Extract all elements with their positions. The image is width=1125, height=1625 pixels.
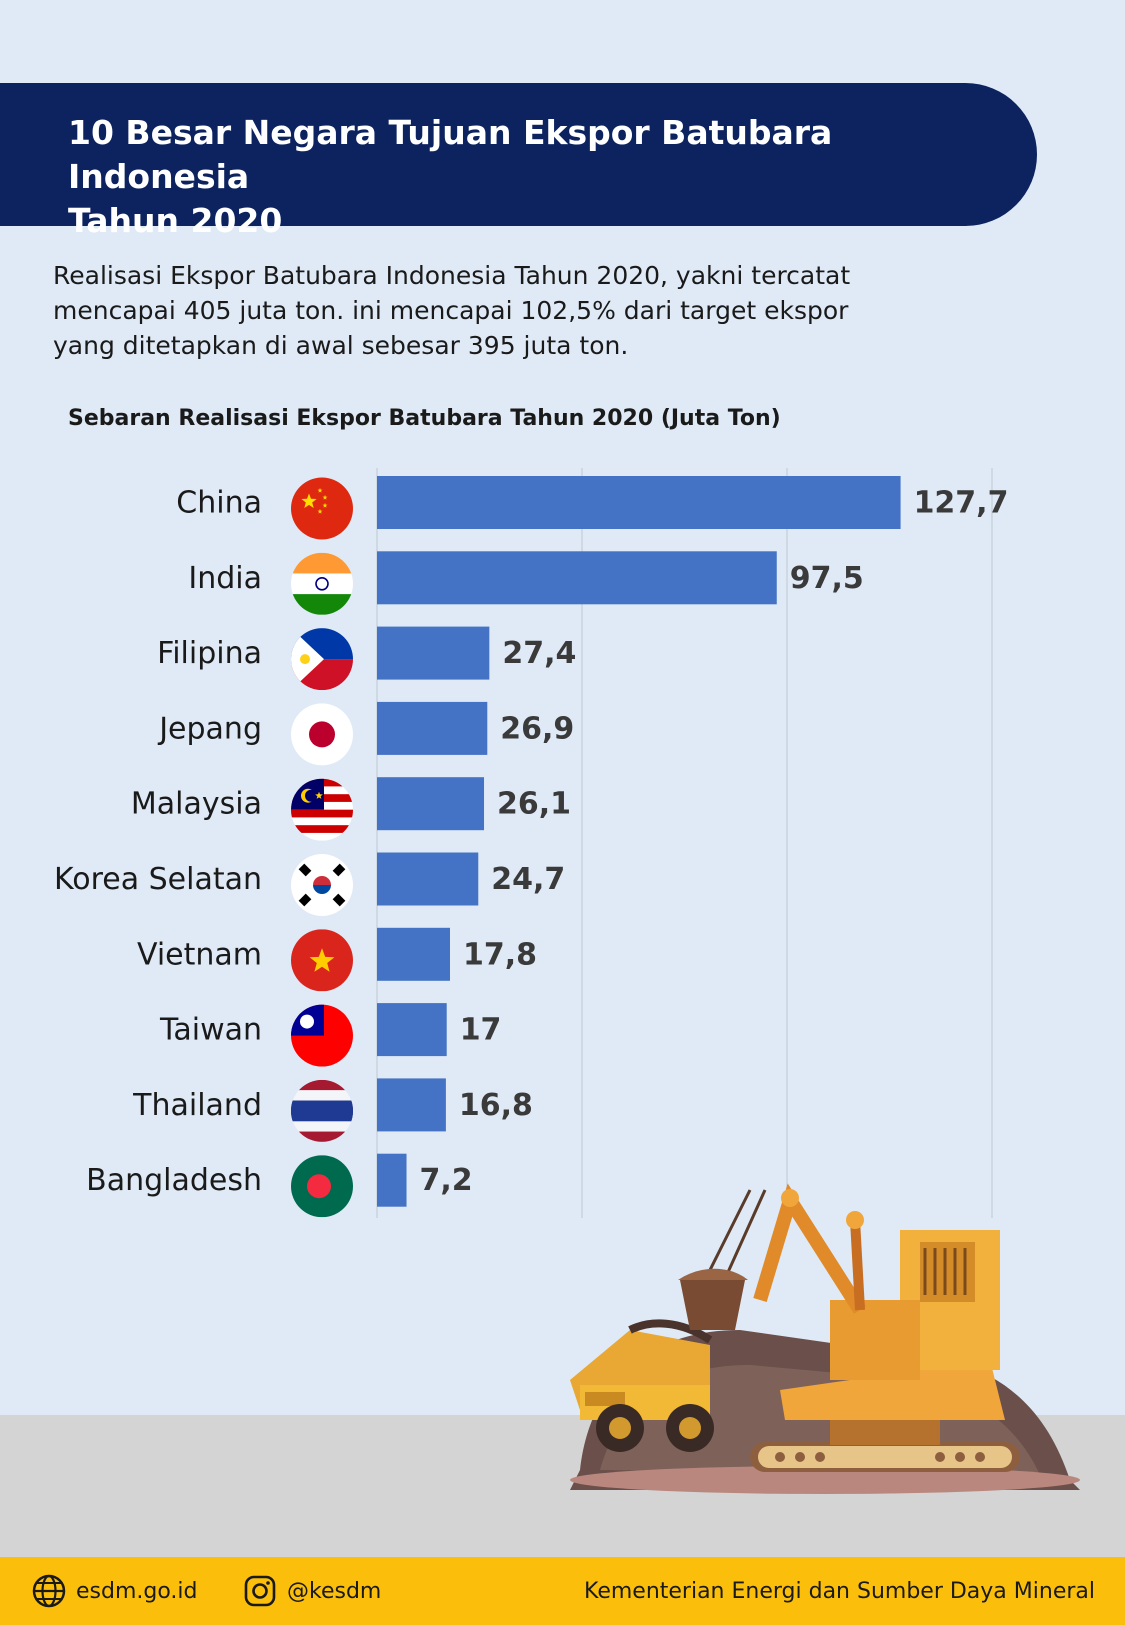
bar-2 (377, 626, 490, 680)
intro-line-2: mencapai 405 juta ton. ini mencapai 102,… (53, 296, 849, 325)
ministry-name: Kementerian Energi dan Sumber Daya Miner… (583, 1578, 1095, 1604)
footer-instagram[interactable]: @kesdm (243, 1557, 381, 1625)
category-label-6: Vietnam (137, 937, 262, 972)
value-label-1: 97,5 (790, 561, 864, 596)
india-flag-icon (291, 552, 353, 615)
value-label-5: 24,7 (491, 862, 565, 897)
category-label-5: Korea Selatan (54, 862, 262, 897)
title-banner: 10 Besar Negara Tujuan Ekspor Batubara I… (0, 83, 1037, 240)
bar-3 (377, 701, 488, 755)
value-label-6: 17,8 (463, 937, 537, 972)
bangladesh-flag-icon (291, 1155, 353, 1218)
value-label-2: 27,4 (502, 636, 576, 671)
value-label-9: 7,2 (420, 1163, 473, 1198)
value-label-4: 26,1 (497, 787, 571, 822)
philippines-flag-icon (291, 628, 353, 691)
category-label-3: Jepang (157, 711, 262, 746)
category-label-0: China (176, 486, 262, 521)
category-label-2: Filipina (157, 636, 262, 671)
intro-line-1: Realisasi Ekspor Batubara Indonesia Tahu… (53, 261, 851, 290)
category-label-8: Thailand (132, 1088, 262, 1123)
category-label-7: Taiwan (159, 1013, 262, 1048)
value-label-0: 127,7 (914, 486, 1009, 521)
japan-flag-icon (291, 703, 353, 766)
malaysia-flag-icon (291, 778, 353, 841)
intro-paragraph: Realisasi Ekspor Batubara Indonesia Tahu… (53, 258, 953, 363)
value-label-7: 17 (460, 1013, 502, 1048)
page-title: 10 Besar Negara Tujuan Ekspor Batubara I… (68, 111, 998, 243)
instagram-icon (244, 1575, 276, 1607)
footer-bar: esdm.go.id @kesdm Kementerian Energi dan… (0, 1557, 1125, 1625)
website-label: esdm.go.id (76, 1578, 198, 1604)
chart-title: Sebaran Realisasi Ekspor Batubara Tahun … (68, 406, 781, 431)
title-line-2: Tahun 2020 (68, 201, 283, 240)
mining-excavator-illustration (570, 1183, 1080, 1494)
bar-9 (377, 1153, 407, 1207)
bar-5 (377, 852, 479, 906)
bar-0 (377, 476, 901, 529)
thailand-flag-icon (291, 1079, 353, 1142)
china-flag-icon (291, 477, 353, 540)
intro-line-3: yang ditetapkan di awal sebesar 395 juta… (53, 331, 629, 360)
bar-8 (377, 1078, 446, 1132)
bar-1 (377, 551, 777, 605)
category-label-4: Malaysia (131, 787, 262, 822)
bar-4 (377, 777, 485, 831)
value-label-3: 26,9 (500, 711, 574, 746)
excavator-icon (678, 1183, 1020, 1472)
bar-7 (377, 1003, 447, 1057)
globe-icon (32, 1574, 66, 1608)
category-label-1: India (188, 561, 262, 596)
south-korea-flag-icon (291, 854, 353, 916)
instagram-label: @kesdm (287, 1578, 382, 1604)
footer-website[interactable]: esdm.go.id (32, 1557, 198, 1625)
dump-truck-icon (570, 1319, 714, 1452)
title-line-1: 10 Besar Negara Tujuan Ekspor Batubara I… (68, 113, 833, 196)
bar-6 (377, 927, 450, 981)
value-label-8: 16,8 (459, 1088, 533, 1123)
bar-chart: 127,7 China 97,5 India 27,4 Filipina 26,9 Jepan… (54, 468, 1009, 1218)
category-label-9: Bangladesh (86, 1163, 262, 1198)
vietnam-flag-icon (291, 929, 353, 992)
taiwan-flag-icon (291, 1004, 353, 1067)
